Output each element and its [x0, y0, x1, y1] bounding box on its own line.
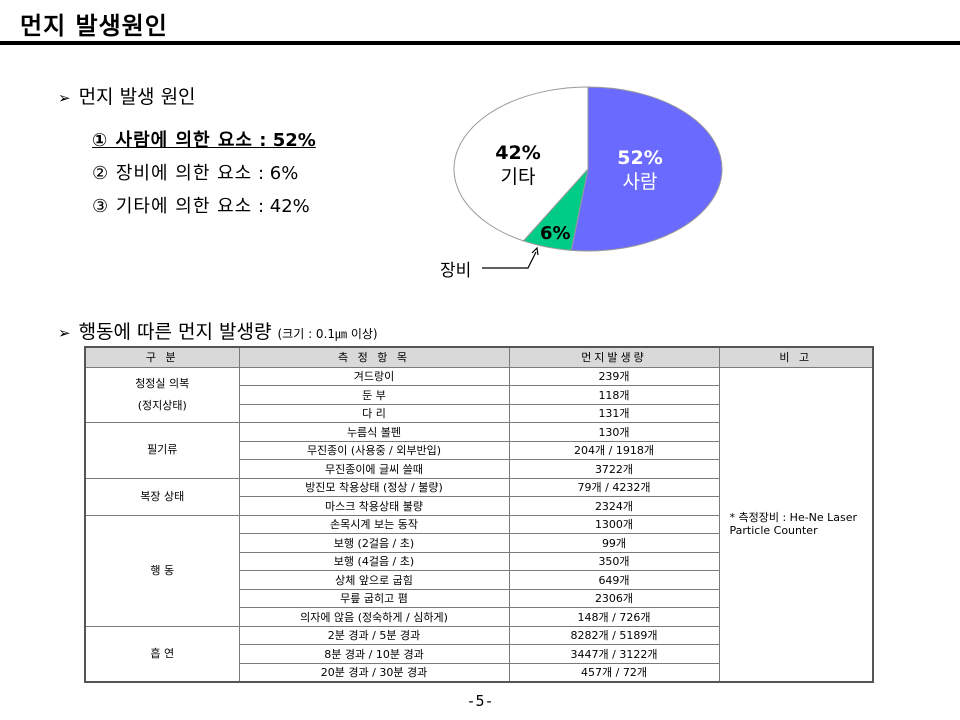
category-cell: 청정실 의복 (정지상태): [85, 367, 239, 423]
item-cell: 마스크 착용상태 불량: [239, 497, 509, 516]
section-subheading: (크기 : 0.1㎛ 이상): [278, 325, 378, 342]
dust-table: 구 분 측 정 항 목 먼지발생량 비 고 청정실 의복 (정지상태) 겨드랑이…: [84, 346, 874, 683]
callout-arrow-icon: [480, 246, 550, 276]
pie-name: 기타: [488, 165, 548, 189]
category-cell: 복장 상태: [85, 478, 239, 515]
category-line: (정지상태): [88, 395, 237, 417]
item-cell: 무진종이에 글씨 쓸때: [239, 460, 509, 479]
category-cell: 행 동: [85, 515, 239, 626]
cause-label: ② 장비에 의한 요소: [92, 163, 252, 184]
cause-item-equipment: ② 장비에 의한 요소 : 6%: [92, 159, 298, 185]
cause-label: ① 사람에 의한 요소: [92, 130, 253, 151]
item-cell: 2분 경과 / 5분 경과: [239, 626, 509, 645]
column-header: 비 고: [719, 347, 873, 367]
table-row: 청정실 의복 (정지상태) 겨드랑이 239개 * 측정장비 : He-Ne L…: [85, 367, 873, 386]
pie-label-other: 42% 기타: [488, 141, 548, 189]
item-cell: 의자에 앉음 (정숙하게 / 심하게): [239, 608, 509, 627]
item-cell: 보행 (2걸음 / 초): [239, 534, 509, 553]
section-heading-text: 먼지 발생 원인: [79, 82, 196, 109]
title-divider: [0, 41, 960, 45]
value-cell: 350개: [509, 552, 719, 571]
item-cell: 방진모 착용상태 (정상 / 불량): [239, 478, 509, 497]
item-cell: 8분 경과 / 10분 경과: [239, 645, 509, 664]
slide-title: 먼지 발생원인: [20, 6, 168, 41]
cause-item-other: ③ 기타에 의한 요소 : 42%: [92, 192, 310, 218]
value-cell: 1300개: [509, 515, 719, 534]
value-cell: 8282개 / 5189개: [509, 626, 719, 645]
value-cell: 3447개 / 3122개: [509, 645, 719, 664]
pie-label-human: 52% 사람: [610, 146, 670, 194]
value-cell: 148개 / 726개: [509, 608, 719, 627]
cause-value: : 6%: [258, 163, 298, 184]
item-cell: 무진종이 (사용중 / 외부반입): [239, 441, 509, 460]
pie-chart: [440, 82, 740, 262]
pie-name: 사람: [610, 170, 670, 194]
cause-value: : 42%: [258, 196, 310, 217]
category-cell: 필기류: [85, 423, 239, 479]
value-cell: 99개: [509, 534, 719, 553]
item-cell: 겨드랑이: [239, 367, 509, 386]
item-cell: 다 리: [239, 404, 509, 423]
category-cell: 흡 연: [85, 626, 239, 682]
value-cell: 2306개: [509, 589, 719, 608]
item-cell: 손목시계 보는 동작: [239, 515, 509, 534]
item-cell: 둔 부: [239, 386, 509, 405]
pie-pct-equipment: 6%: [540, 222, 571, 246]
page-number: -5-: [0, 692, 960, 710]
dust-table-container: 구 분 측 정 항 목 먼지발생량 비 고 청정실 의복 (정지상태) 겨드랑이…: [84, 346, 872, 682]
category-line: 청정실 의복: [88, 373, 237, 395]
item-cell: 보행 (4걸음 / 초): [239, 552, 509, 571]
column-header: 구 분: [85, 347, 239, 367]
item-cell: 20분 경과 / 30분 경과: [239, 663, 509, 682]
value-cell: 118개: [509, 386, 719, 405]
column-header: 먼지발생량: [509, 347, 719, 367]
table-header-row: 구 분 측 정 항 목 먼지발생량 비 고: [85, 347, 873, 367]
note-cell: * 측정장비 : He-Ne Laser Particle Counter: [719, 367, 873, 682]
cause-label: ③ 기타에 의한 요소: [92, 196, 252, 217]
value-cell: 131개: [509, 404, 719, 423]
section-heading-causes: ➢ 먼지 발생 원인: [58, 82, 196, 109]
value-cell: 3722개: [509, 460, 719, 479]
value-cell: 2324개: [509, 497, 719, 516]
pie-callout-label: 장비: [440, 256, 471, 281]
item-cell: 무릎 굽히고 폄: [239, 589, 509, 608]
pie-pct: 52%: [610, 146, 670, 170]
cause-item-human: ① 사람에 의한 요소 : 52%: [92, 126, 316, 152]
value-cell: 649개: [509, 571, 719, 590]
value-cell: 204개 / 1918개: [509, 441, 719, 460]
item-cell: 상체 앞으로 굽힘: [239, 571, 509, 590]
section-heading-text: 행동에 따른 먼지 발생량: [79, 317, 272, 344]
arrow-bullet-icon: ➢: [58, 89, 71, 107]
value-cell: 239개: [509, 367, 719, 386]
value-cell: 130개: [509, 423, 719, 442]
column-header: 측 정 항 목: [239, 347, 509, 367]
value-cell: 457개 / 72개: [509, 663, 719, 682]
item-cell: 누름식 볼펜: [239, 423, 509, 442]
pie-pct: 42%: [488, 141, 548, 165]
cause-value: : 52%: [259, 130, 316, 151]
value-cell: 79개 / 4232개: [509, 478, 719, 497]
section-heading-behavior: ➢ 행동에 따른 먼지 발생량 (크기 : 0.1㎛ 이상): [58, 317, 378, 344]
arrow-bullet-icon: ➢: [58, 324, 71, 342]
